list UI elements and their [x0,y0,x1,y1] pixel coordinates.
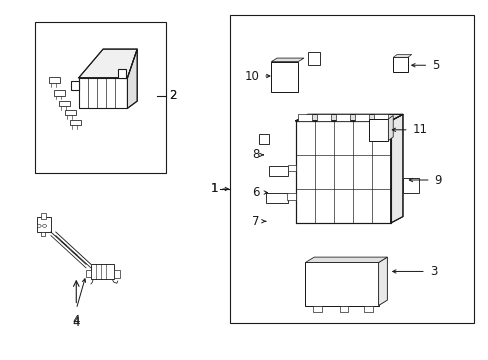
Polygon shape [79,49,137,78]
Bar [368,119,387,140]
Text: 10: 10 [244,69,259,82]
Bar [317,114,330,121]
Bar [286,193,295,200]
Circle shape [42,225,46,227]
Bar [298,114,312,121]
Text: 3: 3 [429,265,436,278]
Polygon shape [295,121,390,223]
Bar [307,51,320,65]
Bar [41,213,45,219]
Bar [271,62,298,92]
Bar [86,270,91,277]
Bar [392,57,407,72]
Bar [373,114,387,121]
Bar [37,217,51,232]
Text: 9: 9 [434,174,441,186]
Text: 5: 5 [431,59,439,72]
Bar [339,306,347,312]
Polygon shape [387,116,392,140]
Bar [35,22,166,173]
Bar [288,165,295,171]
Text: 4: 4 [72,315,80,328]
Bar [41,232,44,235]
Bar [118,69,126,78]
Bar [354,114,368,121]
Bar [54,90,65,96]
Text: 1: 1 [210,183,217,195]
Text: 2: 2 [168,89,176,102]
Text: 11: 11 [412,123,427,136]
Bar [363,306,372,312]
Polygon shape [127,49,137,108]
Polygon shape [295,114,402,121]
Circle shape [37,225,41,227]
Bar [70,120,81,126]
Bar [305,262,378,306]
Bar [402,178,418,193]
Text: 4: 4 [72,316,80,329]
Polygon shape [305,257,386,262]
Text: 1: 1 [210,183,217,195]
Polygon shape [79,78,127,108]
Text: 8: 8 [251,148,259,161]
Polygon shape [271,58,304,62]
Bar [229,15,473,323]
Text: 6: 6 [251,186,259,199]
Bar [259,134,268,144]
Bar [91,264,114,279]
Bar [71,81,79,90]
Bar [59,101,70,107]
Text: 2: 2 [168,89,176,102]
Bar [268,166,288,176]
Text: 7: 7 [251,215,259,228]
Bar [114,270,120,278]
Polygon shape [378,257,386,306]
Polygon shape [390,114,402,223]
Bar [335,114,349,121]
Polygon shape [392,54,411,57]
Bar [312,306,321,312]
Bar [49,77,60,83]
Bar [266,193,288,203]
Bar [65,110,76,116]
